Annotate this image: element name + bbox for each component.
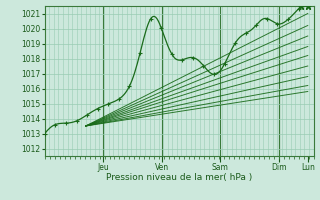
X-axis label: Pression niveau de la mer( hPa ): Pression niveau de la mer( hPa ): [106, 173, 252, 182]
